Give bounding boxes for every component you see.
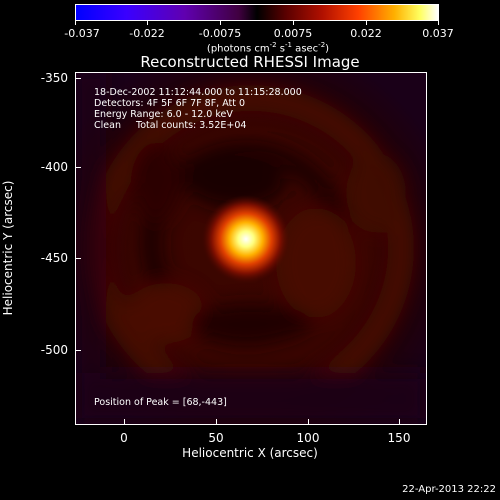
x-tick-label: 50: [208, 431, 224, 445]
colorbar-tick-label: -0.037: [64, 27, 100, 40]
colorbar-tick: [366, 21, 367, 25]
heatmap-image: [76, 73, 426, 424]
x-tick-label: 100: [296, 431, 320, 445]
colorbar-tick: [147, 21, 148, 25]
y-tick-label: -500: [40, 343, 68, 357]
colorbar-tick: [293, 21, 294, 25]
x-axis-label: Heliocentric X (arcsec): [182, 446, 318, 460]
image-plot: 18-Dec-2002 11:12:44.000 to 11:15:28.000…: [75, 72, 427, 425]
colorbar-units: (photons cm-2 s-1 asec-2): [206, 41, 330, 55]
info-energy: Energy Range: 6.0 - 12.0 keV: [94, 109, 233, 120]
x-tick-label: 150: [387, 431, 411, 445]
peak-position: Position of Peak = [68,-443]: [94, 397, 227, 408]
x-tick: [399, 419, 400, 425]
flare-peak: [202, 195, 290, 283]
y-tick: [75, 258, 81, 259]
colorbar-tick: [75, 21, 76, 25]
info-counts: Clean Total counts: 3.52E+04: [94, 120, 247, 131]
y-axis-label: Heliocentric Y (arcsec): [1, 180, 15, 316]
colorbar-tick-label: -0.0075: [198, 27, 242, 40]
y-tick-label: -350: [40, 71, 68, 85]
y-tick-label: -400: [40, 160, 68, 174]
colorbar: [75, 4, 439, 21]
colorbar-tick-label: -0.022: [129, 27, 165, 40]
colorbar-tick: [220, 21, 221, 25]
x-tick: [124, 419, 125, 425]
colorbar-tick: [438, 21, 439, 25]
x-tick: [216, 419, 217, 425]
y-tick-label: -450: [40, 251, 68, 265]
colorbar-tick-label: 0.0075: [273, 27, 313, 40]
info-time: 18-Dec-2002 11:12:44.000 to 11:15:28.000: [94, 87, 302, 98]
x-tick: [308, 419, 309, 425]
y-tick: [75, 350, 81, 351]
y-tick: [75, 167, 81, 168]
colorbar-tick-label: 0.022: [350, 27, 382, 40]
y-tick: [75, 78, 81, 79]
timestamp: 22-Apr-2013 22:22: [402, 484, 496, 495]
x-tick-label: 0: [120, 431, 128, 445]
plot-title: Reconstructed RHESSI Image: [140, 53, 360, 71]
colorbar-tick-label: 0.037: [422, 27, 454, 40]
info-detectors: Detectors: 4F 5F 6F 7F 8F, Att 0: [94, 98, 246, 109]
